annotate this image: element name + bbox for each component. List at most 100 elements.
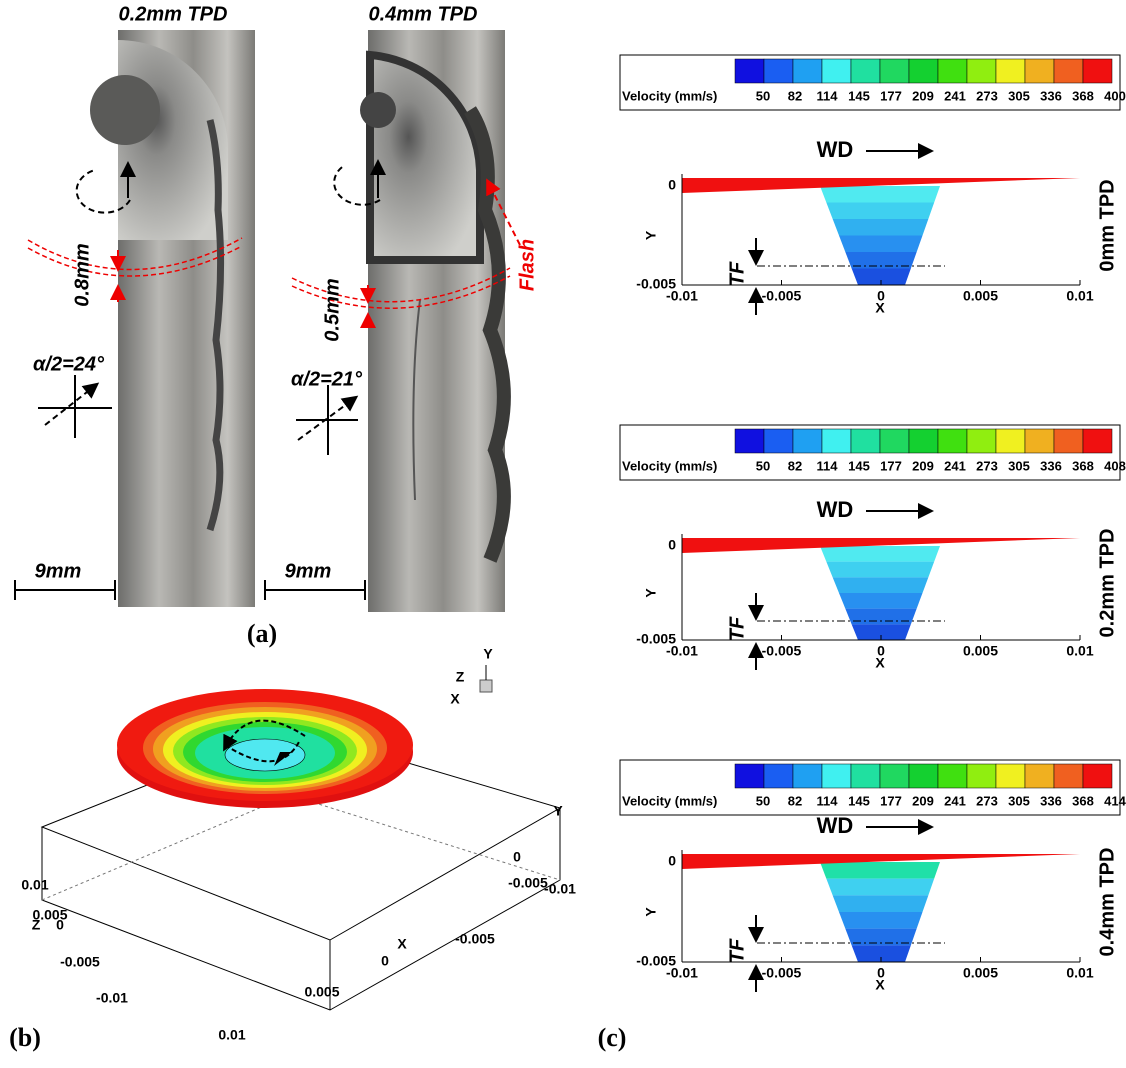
- legend-level: 305: [1008, 88, 1030, 103]
- angle-label: α/2=21°: [291, 368, 363, 390]
- x-tick-label: 0.005: [963, 288, 998, 304]
- legend-cell: [792, 58, 823, 84]
- legend-level: 82: [788, 458, 802, 473]
- legend-cell: [850, 58, 881, 84]
- legend-level: 368: [1072, 793, 1094, 808]
- legend-level: 145: [848, 88, 870, 103]
- legend-level: 114: [817, 88, 839, 103]
- contour-band: [832, 895, 929, 912]
- legend-cell: [995, 428, 1026, 454]
- legend-level: 177: [880, 458, 902, 473]
- x-tick: -0.01: [544, 881, 576, 897]
- legend-level: 209: [912, 793, 934, 808]
- case-label: 0.2mm TPD: [1096, 529, 1118, 638]
- legend-cell: [879, 763, 910, 789]
- legend-cell: [763, 763, 794, 789]
- x-tick-label: -0.005: [762, 643, 802, 659]
- scale-label: 9mm: [285, 560, 332, 582]
- x-tick-label: -0.005: [762, 965, 802, 981]
- legend-title: Velocity (mm/s): [622, 793, 717, 808]
- legend-level: 209: [912, 88, 934, 103]
- x-tick-label: 0.01: [1066, 288, 1093, 304]
- triad-label: X: [450, 691, 460, 707]
- contour-band: [832, 577, 929, 593]
- y-tick-label: -0.005: [636, 631, 676, 647]
- legend-cell: [1053, 763, 1084, 789]
- legend-title: Velocity (mm/s): [622, 88, 717, 103]
- x-tick-label: -0.01: [666, 643, 698, 659]
- legend-cell: [821, 763, 852, 789]
- legend-cell: [966, 58, 997, 84]
- legend-level: 82: [788, 88, 802, 103]
- tf-label: TF: [726, 616, 748, 641]
- legend-cell: [908, 58, 939, 84]
- legend-cell: [966, 428, 997, 454]
- contour-band: [839, 593, 923, 609]
- legend-cell: [1082, 763, 1113, 789]
- contour-band: [851, 945, 911, 962]
- legend-level: 177: [880, 793, 902, 808]
- gap-arcs: [27, 237, 511, 309]
- legend-cell: [1053, 428, 1084, 454]
- triad-label: Z: [456, 669, 465, 685]
- z-tick: 0.005: [32, 907, 67, 923]
- legend-cell: [850, 763, 881, 789]
- z-tick: 0.01: [21, 877, 48, 893]
- legend-cell: [937, 428, 968, 454]
- x-axis-label: X: [875, 655, 885, 671]
- legend-level: 241: [944, 793, 966, 808]
- x-tick-label: -0.01: [666, 965, 698, 981]
- legend-level: 400: [1104, 88, 1126, 103]
- legend-cell: [1024, 763, 1055, 789]
- legend-cell: [966, 763, 997, 789]
- wd-label: WD: [817, 497, 854, 522]
- y-tick: 0: [513, 849, 521, 865]
- legend-level: 273: [976, 793, 998, 808]
- legend-level: 305: [1008, 458, 1030, 473]
- x-tick-label: 0: [877, 643, 885, 659]
- legend-cell: [1082, 428, 1113, 454]
- contour-band: [832, 219, 929, 236]
- contour-band: [839, 912, 923, 929]
- photo-right: [360, 30, 511, 612]
- legend-level: 414: [1104, 793, 1126, 808]
- y-tick-label: -0.005: [636, 276, 676, 292]
- case-label: 0.4mm TPD: [1096, 848, 1118, 957]
- legend-cell: [734, 763, 765, 789]
- contour-band: [845, 928, 917, 946]
- legend-level: 241: [944, 88, 966, 103]
- legend-level: 336: [1040, 793, 1062, 808]
- x-tick: 0.01: [218, 1027, 245, 1043]
- contour-band: [820, 862, 940, 879]
- panel-label: (c): [598, 1023, 627, 1052]
- y-tick: -0.005: [508, 875, 548, 891]
- triad-label: Y: [483, 646, 493, 662]
- contour-band: [845, 252, 917, 269]
- contour-band: [826, 561, 935, 578]
- x-tick-label: 0.01: [1066, 965, 1093, 981]
- legend-cell: [821, 58, 852, 84]
- y-axis-label: Y: [643, 230, 659, 240]
- legend-level: 336: [1040, 88, 1062, 103]
- triad: [479, 665, 493, 693]
- x-tick: -0.005: [455, 931, 495, 947]
- legend-cell: [792, 428, 823, 454]
- legend-cell: [821, 428, 852, 454]
- legend-level: 177: [880, 88, 902, 103]
- legend-level: 408: [1104, 458, 1126, 473]
- x-tick-label: 0.005: [963, 643, 998, 659]
- contour-band: [826, 202, 935, 219]
- rotation-symbols: [14, 159, 386, 600]
- contour-band: [682, 854, 1080, 869]
- legend-level: 50: [756, 458, 770, 473]
- photo-title: 0.4mm TPD: [369, 3, 478, 25]
- legend-level: 241: [944, 458, 966, 473]
- legend-level: 305: [1008, 793, 1030, 808]
- flash-callout: Flash: [516, 239, 538, 291]
- legend-cell: [850, 428, 881, 454]
- legend-cell: [879, 58, 910, 84]
- x-axis-label: X: [875, 300, 885, 316]
- wd-label: WD: [817, 813, 854, 838]
- legend-cell: [937, 58, 968, 84]
